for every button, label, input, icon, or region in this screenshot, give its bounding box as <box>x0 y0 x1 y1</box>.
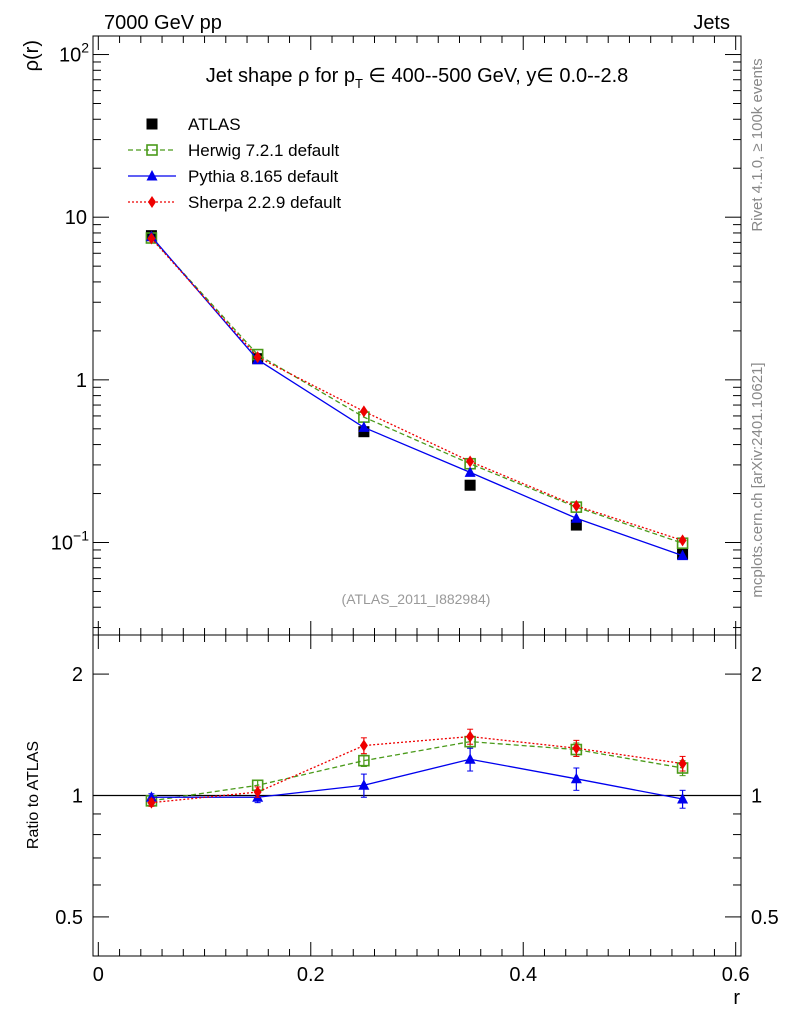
ratio-point-1-3 <box>464 753 476 764</box>
ratio-y-tick-label-right: 2 <box>751 664 762 686</box>
ratio-y-tick-label: 0.5 <box>55 907 83 929</box>
main-point-2-3 <box>464 466 476 477</box>
main-point-3-2 <box>359 405 368 418</box>
legend-label-2: Pythia 8.165 default <box>188 167 339 186</box>
rivet-label: Rivet 4.1.0, ≥ 100k events <box>749 58 766 231</box>
main-point-3-5 <box>678 534 687 547</box>
main-point-3-3 <box>466 455 475 468</box>
ratio-point-1-2 <box>358 779 370 790</box>
ratio-series-line-1 <box>151 758 683 800</box>
ratio-series-line-0 <box>151 740 683 802</box>
main-point-2-5 <box>677 549 689 561</box>
legend-label-1: Herwig 7.2.1 default <box>188 141 339 160</box>
main-y-axis-label: ρ(r) <box>21 40 43 71</box>
main-series-line-1 <box>150 237 683 544</box>
ratio-point-2-3 <box>466 730 475 743</box>
mcplots-label: mcplots.cern.ch [arXiv:2401.10621] <box>749 362 766 597</box>
ratio-y-tick-label: 1 <box>72 786 83 808</box>
legend-label-0: ATLAS <box>188 115 241 134</box>
legend-marker-3 <box>148 196 156 208</box>
ratio-y-tick-label-right: 0.5 <box>751 907 779 929</box>
ratio-point-0-2 <box>358 754 370 767</box>
ratio-y-axis-label: Ratio to ATLAS <box>25 741 42 849</box>
ratio-point-2-2 <box>359 739 368 752</box>
header-right: Jets <box>693 12 730 34</box>
x-axis-label: r <box>733 987 740 1009</box>
ratio-point-2-4 <box>572 742 581 755</box>
x-tick-label: 0.2 <box>297 964 325 986</box>
main-series-line-3 <box>150 238 683 542</box>
ratio-series-line-2 <box>151 735 683 804</box>
legend-label-3: Sherpa 2.2.9 default <box>188 193 341 212</box>
ratio-y-tick-label: 2 <box>72 664 83 686</box>
x-tick-label: 0 <box>93 964 104 986</box>
analysis-watermark: (ATLAS_2011_I882984) <box>342 591 491 607</box>
main-point-2-4 <box>570 512 582 523</box>
ratio-point-2-1 <box>253 786 262 799</box>
y-tick-label: 10 <box>65 207 87 229</box>
x-tick-label: 0.4 <box>509 964 537 986</box>
x-tick-label: 0.6 <box>722 964 750 986</box>
main-point-2-2 <box>358 421 370 432</box>
header-left: 7000 GeV pp <box>104 12 222 34</box>
ratio-y-tick-label-right: 1 <box>751 786 762 808</box>
y-tick-label: 10−1 <box>51 528 89 555</box>
ratio-point-2-5 <box>678 757 687 770</box>
main-point-3-4 <box>572 499 581 512</box>
y-tick-label: 102 <box>59 40 89 67</box>
legend-marker-2 <box>146 170 158 181</box>
main-point-3-1 <box>253 351 262 364</box>
main-point-3-0 <box>147 232 156 245</box>
y-tick-label: 1 <box>76 370 87 392</box>
ratio-point-1-5 <box>677 793 689 804</box>
main-title: Jet shape ρ for pT ∈ 400--500 GeV, y∈ 0.… <box>206 65 629 91</box>
main-point-0-3 <box>464 479 476 491</box>
legend-marker-1 <box>146 144 158 156</box>
legend-marker-0 <box>146 118 158 130</box>
main-point-0-4 <box>570 519 582 531</box>
ratio-point-2-0 <box>147 796 156 809</box>
ratio-point-1-4 <box>570 772 582 784</box>
main-series-line-2 <box>150 236 683 557</box>
